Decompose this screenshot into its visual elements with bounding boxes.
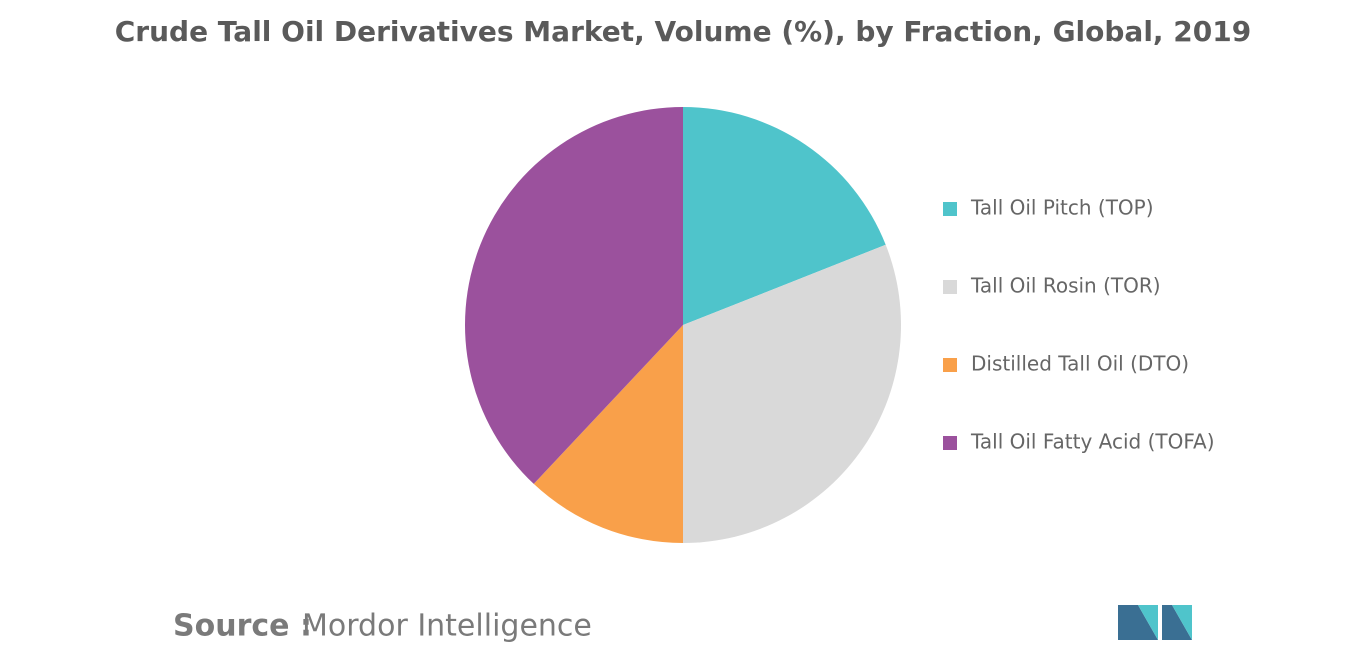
- pie-slice: [533, 325, 683, 543]
- source-label: Source :: [173, 609, 312, 644]
- chart-title: Crude Tall Oil Derivatives Market, Volum…: [115, 15, 1252, 48]
- pie-slice: [465, 106, 683, 484]
- legend-label: Distilled Tall Oil (DTO): [971, 352, 1189, 376]
- legend: Tall Oil Pitch (TOP) Tall Oil Rosin (TOR)…: [943, 196, 1215, 454]
- legend-swatch: [943, 436, 957, 450]
- legend-label: Tall Oil Rosin (TOR): [970, 274, 1161, 298]
- source: Mordor Intelligence: [302, 609, 592, 644]
- pie-slice: [683, 107, 886, 325]
- legend-swatch: [943, 202, 957, 216]
- pie: [465, 106, 901, 543]
- legend-label: Tall Oil Fatty Acid (TOFA): [970, 430, 1215, 454]
- legend-label: Tall Oil Pitch (TOP): [970, 196, 1154, 220]
- pie-slice: [683, 244, 901, 543]
- legend-swatch: [943, 358, 957, 372]
- logo: [1118, 605, 1192, 640]
- legend-swatch: [943, 280, 957, 294]
